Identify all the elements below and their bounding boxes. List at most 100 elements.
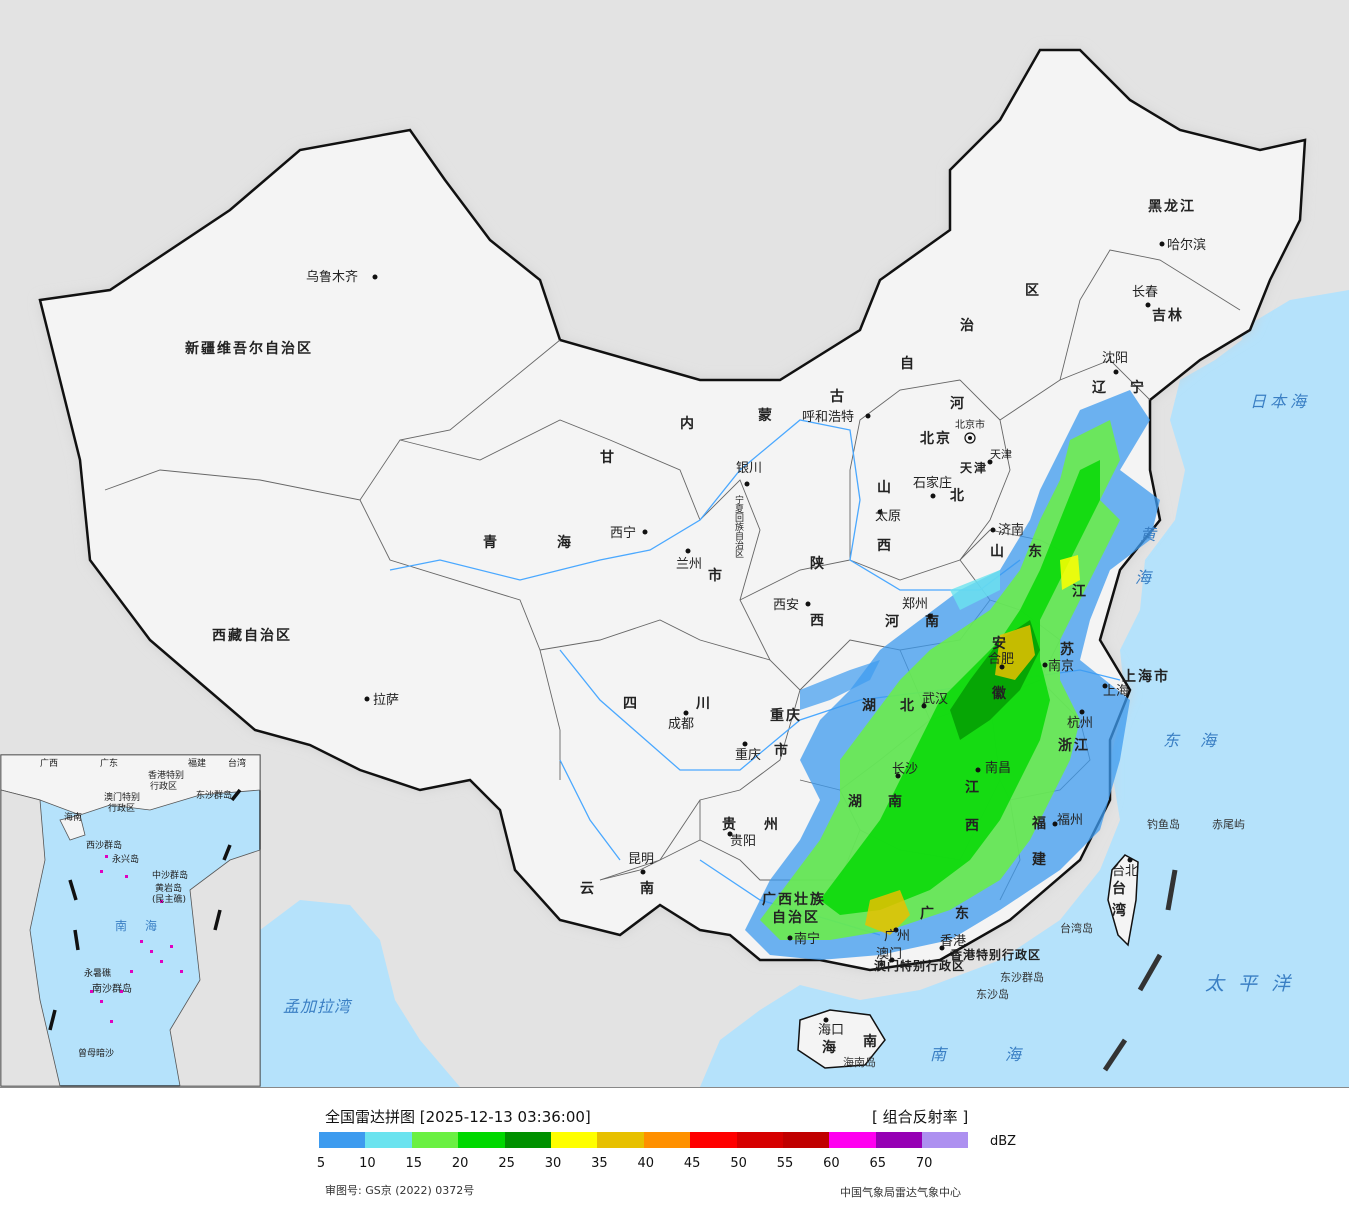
island-hainan: 海南岛 [843,1055,876,1069]
label-hubei-2: 北 [900,698,916,714]
label-neimenggu-3: 古 [830,388,846,405]
legend-swatch-0 [319,1132,366,1148]
label-sichuan-1: 四 [623,696,639,712]
city-wuhan: 武汉 [922,692,948,707]
sea-east [700,300,1349,1087]
label-lanzhou-shi: 市 [708,567,724,584]
legend-tick-label: 15 [405,1156,423,1171]
south-china-sea-inset [0,754,261,1087]
label-shandong-2: 东 [1028,543,1044,560]
sea-japan: 日本海 [1250,392,1310,411]
city-guiyang: 贵阳 [730,834,756,849]
label-guangdong-1: 广 [920,905,936,922]
island-diaoyu: 钓鱼岛 [1147,817,1180,831]
city-hefei: 合肥 [988,652,1014,667]
sea-bengal [260,900,460,1087]
legend-swatch-8 [690,1132,737,1148]
sea-south-1: 南 [930,1045,950,1064]
label-henan-1: 河 [885,613,901,630]
label-anhui-1: 安 [992,635,1008,652]
sea-pacific: 太 平 洋 [1205,973,1294,995]
radar-map[interactable]: 新疆维吾尔自治区 西藏自治区 青 海 甘 四 川 云 南 贵 州 重庆 市 陕 … [0,0,1349,1087]
legend-swatch-11 [829,1132,876,1148]
sea-bengal: 孟加拉湾 [283,997,353,1016]
label-ningxia: 宁夏回族自治区 [733,494,744,558]
svg-text:南: 南 [115,918,127,933]
city-xining: 西宁 [610,525,636,541]
city-fuzhou: 福州 [1057,813,1083,828]
svg-text:曾母暗沙: 曾母暗沙 [78,1047,114,1059]
legend-tick-label: 70 [915,1156,933,1171]
label-hainan-2: 南 [863,1033,879,1050]
legend-tick-label: 50 [730,1156,747,1171]
label-hk-sar: 香港特别行政区 [949,947,1041,962]
city-taipei: 台北 [1112,864,1138,879]
svg-text:海: 海 [145,918,157,933]
legend-swatch-3 [458,1132,505,1148]
label-heilongjiang: 黑龙江 [1148,198,1196,215]
label-liaoning-1: 辽 [1092,380,1108,396]
label-chongqing-2: 市 [774,742,790,759]
label-anhui-2: 徽 [991,685,1008,702]
label-neimenggu-4: 自 [900,355,916,372]
legend-swatch-6 [597,1132,644,1148]
legend-tick-label: 35 [591,1156,608,1171]
city-tianjin: 天津 [990,448,1012,461]
city-harbin: 哈尔滨 [1167,237,1206,253]
label-shanxi-1: 山 [877,480,893,496]
label-hubei-1: 湖 [862,698,878,714]
city-xian: 西安 [773,598,799,613]
label-shanxi-2: 西 [877,538,893,554]
label-shandong-1: 山 [990,544,1006,560]
legend-title: 全国雷达拼图 [2025-12-13 03:36:00] [325,1108,591,1126]
city-chengdu: 成都 [668,717,694,732]
label-mo-sar: 澳门特别行政区 [874,958,965,973]
city-lhasa: 拉萨 [373,693,399,708]
label-jiangxi-1: 江 [965,779,981,796]
sea-east-1: 东 [1163,731,1183,750]
legend-tick-label: 20 [451,1156,469,1171]
label-xinjiang: 新疆维吾尔自治区 [185,340,313,357]
svg-text:行政区: 行政区 [150,780,177,792]
label-gansu: 甘 [600,449,616,466]
city-labels: 乌鲁木齐 拉萨 西宁 兰州 银川 呼和浩特 北京市 天津 石家庄 太原 济南 郑… [306,237,1206,1038]
city-hongkong: 香港 [940,934,966,949]
legend-tick-label: 55 [776,1156,794,1171]
svg-text:台湾: 台湾 [228,757,246,769]
svg-text:澳门特别: 澳门特别 [104,791,140,803]
label-yunnan-1: 云 [580,881,596,897]
city-jinan: 济南 [998,522,1024,538]
city-nanning: 南宁 [794,931,820,947]
label-guangxi-1: 广西壮族 [762,891,826,908]
hainan-land [797,1009,886,1069]
svg-text:永兴岛: 永兴岛 [112,853,139,865]
data-source-credit: 中国气象局雷达气象中心 [840,1186,961,1199]
legend-tick-label: 60 [823,1156,840,1171]
island-dongsha-islands: 东沙群岛 [1000,970,1044,984]
label-hunan-2: 南 [888,793,904,810]
legend-color-bar [319,1132,969,1148]
label-neimenggu-5: 治 [960,317,976,334]
radar-echoes [745,390,1160,960]
svg-text:行政区: 行政区 [108,802,135,814]
legend-swatch-5 [550,1132,598,1148]
island-dongsha: 东沙岛 [976,987,1009,1001]
sea-east-2: 海 [1200,731,1220,750]
label-shaanxi-1: 陕 [810,555,826,572]
city-chongqing: 重庆 [735,747,761,763]
city-macao: 澳门 [876,946,902,962]
legend-swatch-2 [411,1132,459,1148]
island-labels: 钓鱼岛 赤尾屿 台湾岛 东沙群岛 东沙岛 海南岛 [843,817,1245,1069]
svg-text:福建: 福建 [188,757,206,769]
city-changchun: 长春 [1132,285,1158,300]
sea-japan [1240,290,1349,520]
label-chongqing-1: 重庆 [770,707,802,724]
label-tianjin: 天津 [960,460,988,475]
legend-tick-label: 30 [544,1156,562,1171]
sea-south-2: 海 [1005,1045,1025,1064]
svg-text:广东: 广东 [100,757,118,769]
label-taiwan-2: 湾 [1112,902,1128,919]
city-urumqi: 乌鲁木齐 [306,269,358,285]
label-hebei-1: 河 [950,395,966,412]
label-henan-2: 南 [925,613,941,630]
